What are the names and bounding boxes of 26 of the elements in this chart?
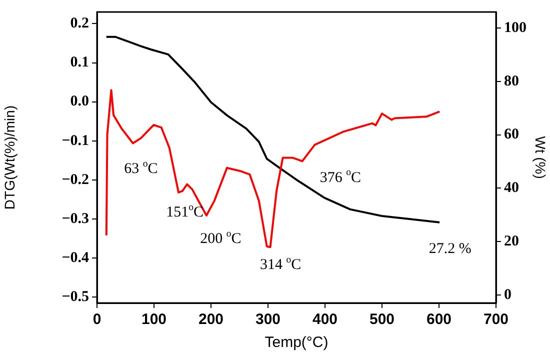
y-tick-label: −0.1 bbox=[62, 132, 89, 149]
y-tick-label: −0.4 bbox=[62, 250, 90, 266]
x-tick-label: 600 bbox=[426, 311, 452, 328]
y-tick-label: −0.2 bbox=[62, 172, 89, 188]
x-tick-label: 200 bbox=[198, 311, 224, 328]
annotation: 27.2 % bbox=[428, 241, 472, 258]
y2-tick-label: 40 bbox=[504, 180, 519, 196]
y2-axis-title: Wt (%) bbox=[532, 136, 549, 179]
y2-tick-label: 60 bbox=[504, 126, 519, 143]
y-tick-label: 0.1 bbox=[70, 54, 89, 71]
y-tick-label: −0.5 bbox=[62, 289, 89, 306]
x-tick-label: 0 bbox=[92, 311, 102, 328]
y2-tick-label: 100 bbox=[504, 20, 526, 36]
y-tick-label: −0.3 bbox=[62, 210, 89, 227]
x-axis-title: Temp(°C) bbox=[264, 334, 328, 352]
x-tick-label: 500 bbox=[369, 311, 395, 328]
y-tick-label: 0.0 bbox=[70, 94, 89, 110]
y-tick-label: 0.2 bbox=[70, 16, 89, 32]
x-tick-label: 400 bbox=[312, 311, 338, 328]
y2-tick-label: 0 bbox=[504, 286, 512, 303]
y-axis-title: DTG(Wt(%)/min) bbox=[1, 105, 18, 210]
x-tick-label: 100 bbox=[141, 311, 167, 328]
y2-tick-label: 20 bbox=[504, 233, 519, 250]
x-tick-label: 700 bbox=[483, 311, 509, 328]
y2-tick-label: 80 bbox=[504, 73, 519, 90]
x-tick-label: 300 bbox=[255, 311, 281, 328]
